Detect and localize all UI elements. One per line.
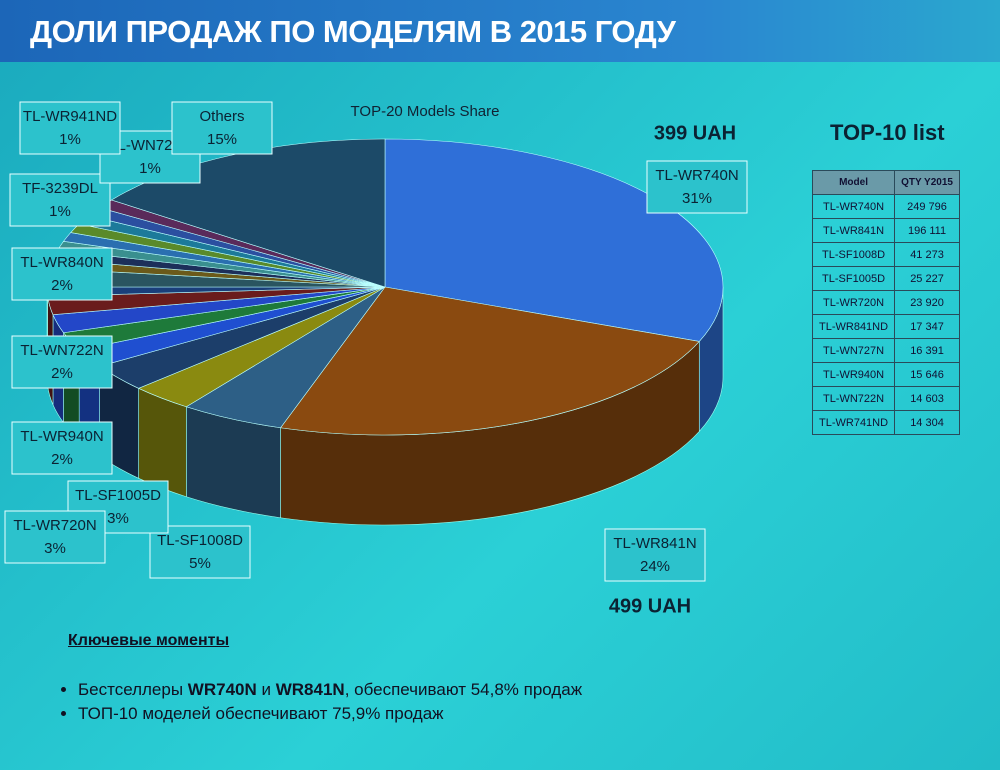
bullet: Бестселлеры WR740N и WR841N, обеспечиваю… [78,680,582,700]
annotation: 399 UAH [654,122,736,144]
text: Бестселлеры [78,680,188,699]
text: , обеспечивают 54,8% продаж [344,680,583,699]
label-box [646,160,748,214]
label-box [4,510,106,564]
slice-value-label: 3% [107,510,129,527]
cell: 17 347 [894,314,960,339]
cell: 14 304 [894,410,960,435]
cell: 14 603 [894,386,960,411]
label-box [604,528,706,582]
bullet: ТОП-10 моделей обеспечивают 75,9% продаж [78,704,582,724]
label-box [171,101,273,155]
cell: TL-WN727N [811,338,896,363]
slice-value-label: 3% [44,540,66,557]
row: TL-SF1008D 41 273 [811,242,960,267]
row: TL-WR740N 249 796 [811,194,960,219]
slice-label: TL-SF1005D [75,487,161,504]
slice-label: TL-SF1008D [157,532,243,549]
slice-label: TL-WR841N [613,535,696,552]
cell: 25 227 [894,266,960,291]
cell: 196 111 [894,218,960,243]
table: Model QTY Y2015 TL-WR740N 249 796 TL-WR841N… [811,170,960,435]
row: TL-WN727N 16 391 [811,338,960,363]
cell: TL-WR720N [811,290,896,315]
slice-value-label: 2% [51,365,73,382]
table-title: TOP-10 list [830,120,945,145]
slice-label: Others [199,108,244,125]
slice-value-label: 31% [682,190,712,207]
label-box [19,101,121,155]
slice-value-label: 1% [139,160,161,177]
slice-value-label: 1% [49,203,71,220]
label-box [149,525,251,579]
row: TL-WR940N 15 646 [811,362,960,387]
text: и [256,680,276,699]
cell: TL-SF1008D [811,242,896,267]
slice-value-label: 5% [189,555,211,572]
row: TL-SF1005D 25 227 [811,266,960,291]
label-box [11,247,113,301]
cell: TL-WR841ND [811,314,896,339]
cell: TL-WR740N [811,194,896,219]
slice-value-label: 2% [51,451,73,468]
slice-value-label: 2% [51,277,73,294]
label-box [11,335,113,389]
row: TL-WN722N 14 603 [811,386,960,411]
notes-heading: Ключевые моменты [68,632,230,649]
cell: TL-WR741ND [811,410,896,435]
slice-label: TF-3239DL [22,180,98,197]
cell: TL-WN722N [811,386,896,411]
cell: 23 920 [894,290,960,315]
slice-label: TL-WN722N [20,342,103,359]
cell: TL-WR940N [811,362,896,387]
label-box [9,173,111,227]
text: ТОП-10 моделей обеспечивают 75,9% продаж [78,704,444,723]
chart: TOP-20 Models Share TL-WR740N 31% TL-WR841… [4,101,748,617]
row: TL-WR841N 196 111 [811,218,960,243]
annotation: 499 UAH [609,595,691,617]
slide-title: ДОЛИ ПРОДАЖ ПО МОДЕЛЯМ В 2015 ГОДУ [30,14,676,49]
text: WR740N [187,680,257,699]
row: TL-WR720N 23 920 [811,290,960,315]
slice-label: TL-WR840N [20,254,103,271]
cell: 41 273 [894,242,960,267]
title-bar: ДОЛИ ПРОДАЖ ПО МОДЕЛЯМ В 2015 ГОДУ [0,0,1000,62]
slice-label: TL-WR940N [20,428,103,445]
slice-label: TL-WR941ND [23,108,117,125]
row: TL-WR741ND 14 304 [811,410,960,435]
slice-label: TL-WR720N [13,517,96,534]
row: TL-WR841ND 17 347 [811,314,960,339]
pie-tops [46,138,724,436]
header-cell: QTY Y2015 [894,170,960,195]
notes: Ключевые моменты Бестселлеры WR740N и WR… [68,632,582,728]
slice-value-label: 1% [59,131,81,148]
cell: TL-SF1005D [811,266,896,291]
slice-value-label: 24% [640,558,670,575]
slice-value-label: 15% [207,131,237,148]
cell: TL-WR841N [811,218,896,243]
pie-slice [280,286,700,436]
cell: 16 391 [894,338,960,363]
slice-label: TL-WN725N [108,137,191,154]
text: WR841N [275,680,345,699]
chart-title: TOP-20 Models Share [351,103,500,120]
header-cell: Model [811,170,896,195]
label-box [11,421,113,475]
cell: 15 646 [894,362,960,387]
slice-label: TL-WR740N [655,167,738,184]
cell: 249 796 [894,194,960,219]
